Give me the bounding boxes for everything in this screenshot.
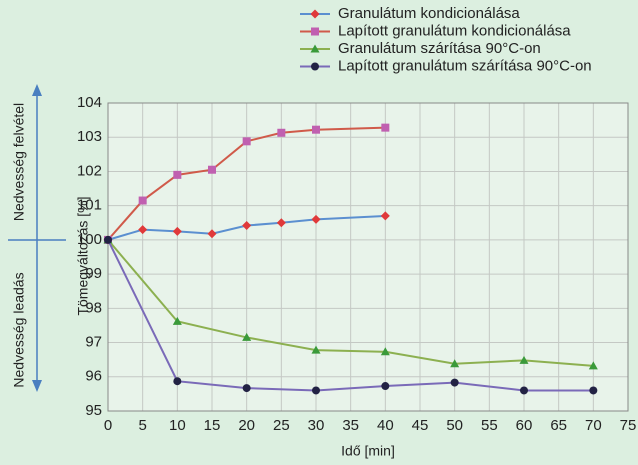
series-line bbox=[107, 126, 386, 241]
x-tick-label: 40 bbox=[377, 417, 394, 434]
marker bbox=[242, 384, 251, 393]
marker bbox=[138, 225, 148, 235]
marker bbox=[277, 128, 286, 137]
x-tick-label: 25 bbox=[273, 417, 290, 434]
y-tick-label: 98 bbox=[85, 299, 102, 316]
marker bbox=[173, 170, 182, 179]
y-tick-label: 104 bbox=[77, 94, 102, 111]
legend-label: Granulátum kondicionálása bbox=[338, 5, 520, 22]
marker bbox=[450, 378, 459, 387]
y-tick-label: 100 bbox=[77, 231, 102, 248]
marker bbox=[450, 359, 460, 368]
y-tick-label: 102 bbox=[77, 162, 102, 179]
marker bbox=[172, 226, 182, 236]
x-tick-label: 5 bbox=[138, 417, 146, 434]
y-tick-label: 95 bbox=[85, 402, 102, 419]
y-tick-label: 103 bbox=[77, 128, 102, 145]
marker bbox=[311, 62, 319, 71]
legend-label: Granulátum szárítása 90°C-on bbox=[338, 40, 541, 57]
marker bbox=[172, 316, 182, 325]
marker bbox=[311, 345, 321, 354]
marker bbox=[381, 382, 390, 391]
legend-label: Lapított granulátum kondicionálása bbox=[338, 22, 571, 39]
marker bbox=[312, 125, 320, 134]
x-tick-label: 0 bbox=[104, 417, 112, 434]
x-tick-label: 70 bbox=[585, 417, 602, 434]
marker bbox=[381, 123, 390, 132]
x-tick-label: 20 bbox=[238, 417, 255, 434]
marker bbox=[380, 347, 390, 356]
legend-label: Lapított granulátum szárítása 90°C-on bbox=[338, 57, 592, 74]
marker bbox=[312, 386, 320, 395]
side-arrows bbox=[8, 84, 66, 392]
marker bbox=[311, 27, 319, 36]
marker bbox=[173, 377, 182, 386]
marker bbox=[310, 44, 320, 53]
plot-area bbox=[108, 103, 628, 411]
x-tick-label: 45 bbox=[412, 417, 429, 434]
plot-border bbox=[107, 102, 629, 412]
marker bbox=[520, 386, 528, 395]
marker bbox=[311, 214, 321, 224]
series-line bbox=[107, 239, 594, 392]
y-tick-label: 97 bbox=[85, 334, 102, 351]
x-tick-label: 75 bbox=[620, 417, 637, 434]
x-tick-label: 35 bbox=[342, 417, 359, 434]
x-tick-label: 55 bbox=[481, 417, 498, 434]
x-tick-label: 60 bbox=[516, 417, 533, 434]
annotation: Nedvesség felvétel bbox=[11, 103, 27, 221]
series-line bbox=[107, 214, 386, 241]
y-axis-label: Tömegváltozás [%] bbox=[75, 196, 91, 315]
y-tick-label: 101 bbox=[77, 197, 102, 214]
marker bbox=[242, 221, 252, 231]
marker bbox=[589, 386, 598, 395]
x-tick-label: 65 bbox=[550, 417, 567, 434]
marker bbox=[588, 361, 598, 370]
marker bbox=[519, 355, 529, 364]
x-tick-label: 50 bbox=[446, 417, 463, 434]
marker bbox=[208, 165, 216, 174]
x-tick-label: 30 bbox=[308, 417, 325, 434]
marker bbox=[138, 196, 147, 205]
marker bbox=[276, 218, 286, 228]
marker bbox=[310, 9, 320, 19]
series-line bbox=[107, 239, 594, 367]
marker bbox=[207, 229, 217, 239]
y-tick-label: 99 bbox=[85, 265, 102, 282]
marker bbox=[242, 332, 252, 341]
marker bbox=[104, 235, 112, 244]
x-tick-label: 10 bbox=[169, 417, 186, 434]
marker bbox=[380, 211, 390, 221]
y-tick-label: 96 bbox=[85, 368, 102, 385]
marker bbox=[242, 137, 251, 146]
annotation: Nedvesség leadás bbox=[11, 272, 27, 387]
x-axis-label: Idő [min] bbox=[341, 443, 395, 459]
x-tick-label: 15 bbox=[204, 417, 221, 434]
